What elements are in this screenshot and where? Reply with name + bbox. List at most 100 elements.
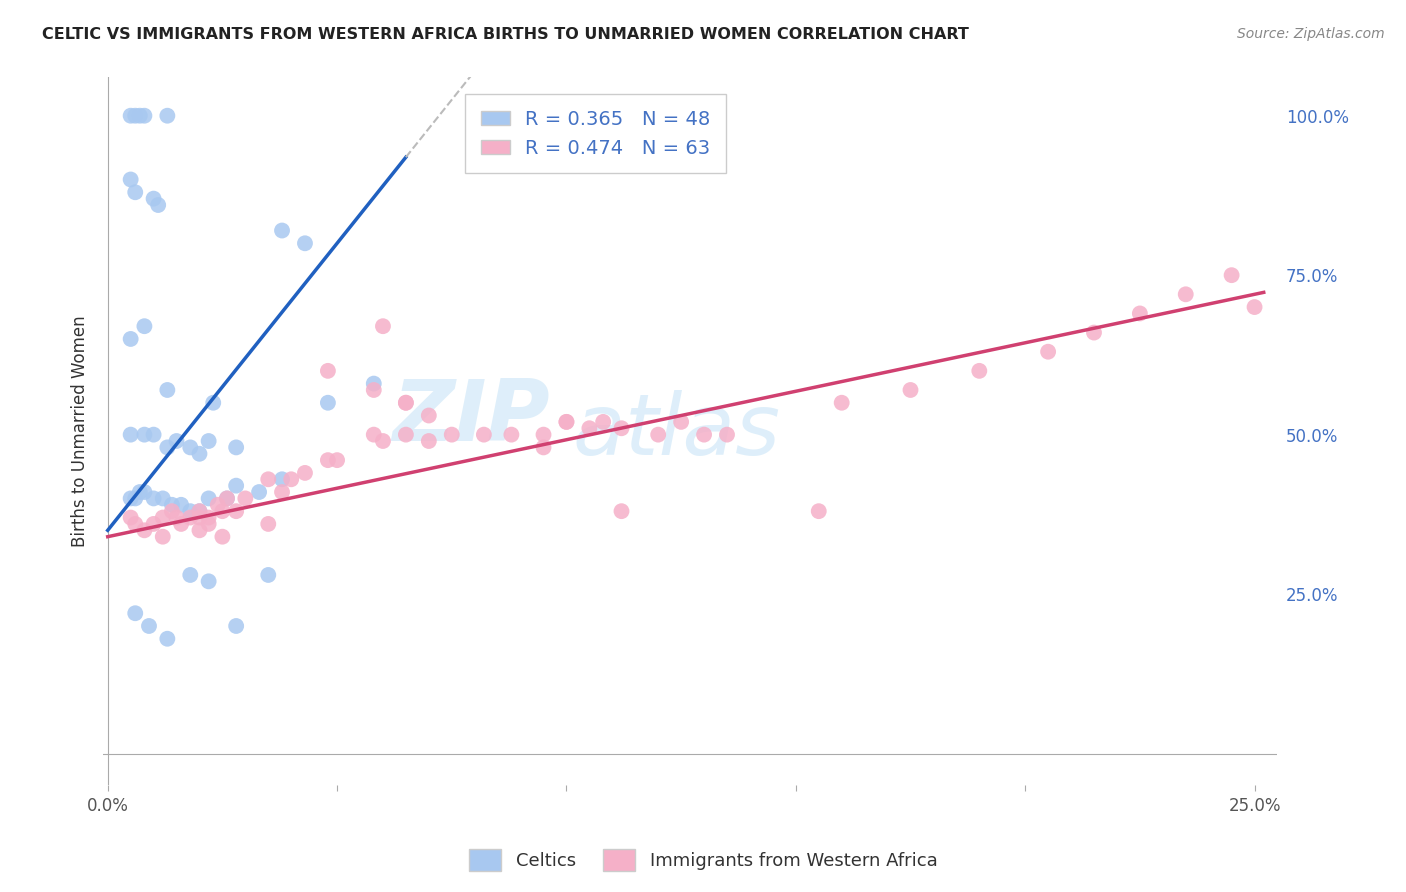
Point [294, 236, 316, 251]
Point [120, 491, 142, 506]
Point [124, 606, 146, 620]
Point [160, 504, 183, 518]
Point [1220, 268, 1243, 282]
Point [138, 619, 160, 633]
Point [124, 491, 146, 506]
Point [280, 472, 302, 486]
Point [592, 415, 614, 429]
Text: Source: ZipAtlas.com: Source: ZipAtlas.com [1237, 27, 1385, 41]
Point [1036, 344, 1059, 359]
Point [156, 109, 179, 123]
Point [166, 510, 188, 524]
Point [134, 319, 156, 334]
Point [188, 447, 211, 461]
Point [170, 498, 193, 512]
Point [395, 396, 418, 410]
Point [188, 504, 211, 518]
Point [152, 510, 174, 524]
Point [647, 427, 669, 442]
Point [326, 453, 349, 467]
Point [156, 383, 179, 397]
Point [610, 421, 633, 435]
Point [179, 441, 201, 455]
Point [152, 491, 174, 506]
Text: ZIP: ZIP [392, 376, 550, 458]
Point [179, 510, 201, 524]
Point [501, 427, 523, 442]
Point [418, 434, 440, 448]
Point [225, 504, 247, 518]
Legend: R = 0.365   N = 48, R = 0.474   N = 63: R = 0.365 N = 48, R = 0.474 N = 63 [465, 95, 727, 173]
Point [472, 427, 495, 442]
Legend: Celtics, Immigrants from Western Africa: Celtics, Immigrants from Western Africa [461, 842, 945, 879]
Point [693, 427, 716, 442]
Point [271, 223, 294, 237]
Point [225, 478, 247, 492]
Point [188, 524, 211, 538]
Point [120, 510, 142, 524]
Point [197, 574, 219, 589]
Point [257, 568, 280, 582]
Point [142, 192, 165, 206]
Y-axis label: Births to Unmarried Women: Births to Unmarried Women [72, 316, 89, 548]
Point [363, 376, 385, 391]
Text: CELTIC VS IMMIGRANTS FROM WESTERN AFRICA BIRTHS TO UNMARRIED WOMEN CORRELATION C: CELTIC VS IMMIGRANTS FROM WESTERN AFRICA… [42, 27, 969, 42]
Text: atlas: atlas [572, 390, 780, 473]
Point [160, 498, 183, 512]
Point [211, 530, 233, 544]
Point [124, 186, 146, 200]
Point [134, 524, 156, 538]
Point [120, 109, 142, 123]
Point [316, 396, 339, 410]
Point [120, 332, 142, 346]
Point [128, 485, 150, 500]
Point [371, 319, 394, 334]
Point [395, 427, 418, 442]
Point [716, 427, 738, 442]
Point [969, 364, 991, 378]
Point [124, 516, 146, 531]
Point [142, 427, 165, 442]
Point [188, 510, 211, 524]
Point [1174, 287, 1197, 301]
Point [166, 434, 188, 448]
Point [134, 427, 156, 442]
Point [197, 434, 219, 448]
Point [555, 415, 578, 429]
Point [134, 485, 156, 500]
Point [807, 504, 830, 518]
Point [610, 504, 633, 518]
Point [233, 491, 256, 506]
Point [533, 441, 555, 455]
Point [1129, 306, 1152, 320]
Point [669, 415, 692, 429]
Point [128, 109, 150, 123]
Point [257, 472, 280, 486]
Point [179, 568, 201, 582]
Point [225, 619, 247, 633]
Point [440, 427, 463, 442]
Point [120, 172, 142, 186]
Point [215, 491, 238, 506]
Point [197, 516, 219, 531]
Point [294, 466, 316, 480]
Point [148, 198, 170, 212]
Point [533, 427, 555, 442]
Point [555, 415, 578, 429]
Point [152, 530, 174, 544]
Point [316, 364, 339, 378]
Point [188, 504, 211, 518]
Point [156, 632, 179, 646]
Point [395, 396, 418, 410]
Point [371, 434, 394, 448]
Point [197, 491, 219, 506]
Point [179, 504, 201, 518]
Point [363, 427, 385, 442]
Point [134, 109, 156, 123]
Point [142, 516, 165, 531]
Point [207, 498, 229, 512]
Point [156, 441, 179, 455]
Point [363, 383, 385, 397]
Point [120, 427, 142, 442]
Point [247, 485, 270, 500]
